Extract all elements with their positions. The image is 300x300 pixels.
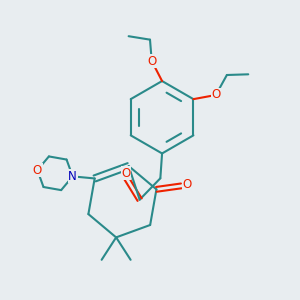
Text: N: N — [68, 170, 77, 183]
Text: O: O — [211, 88, 220, 101]
Text: O: O — [121, 167, 130, 180]
Text: O: O — [183, 178, 192, 191]
Text: O: O — [33, 164, 42, 177]
Text: O: O — [147, 55, 156, 68]
